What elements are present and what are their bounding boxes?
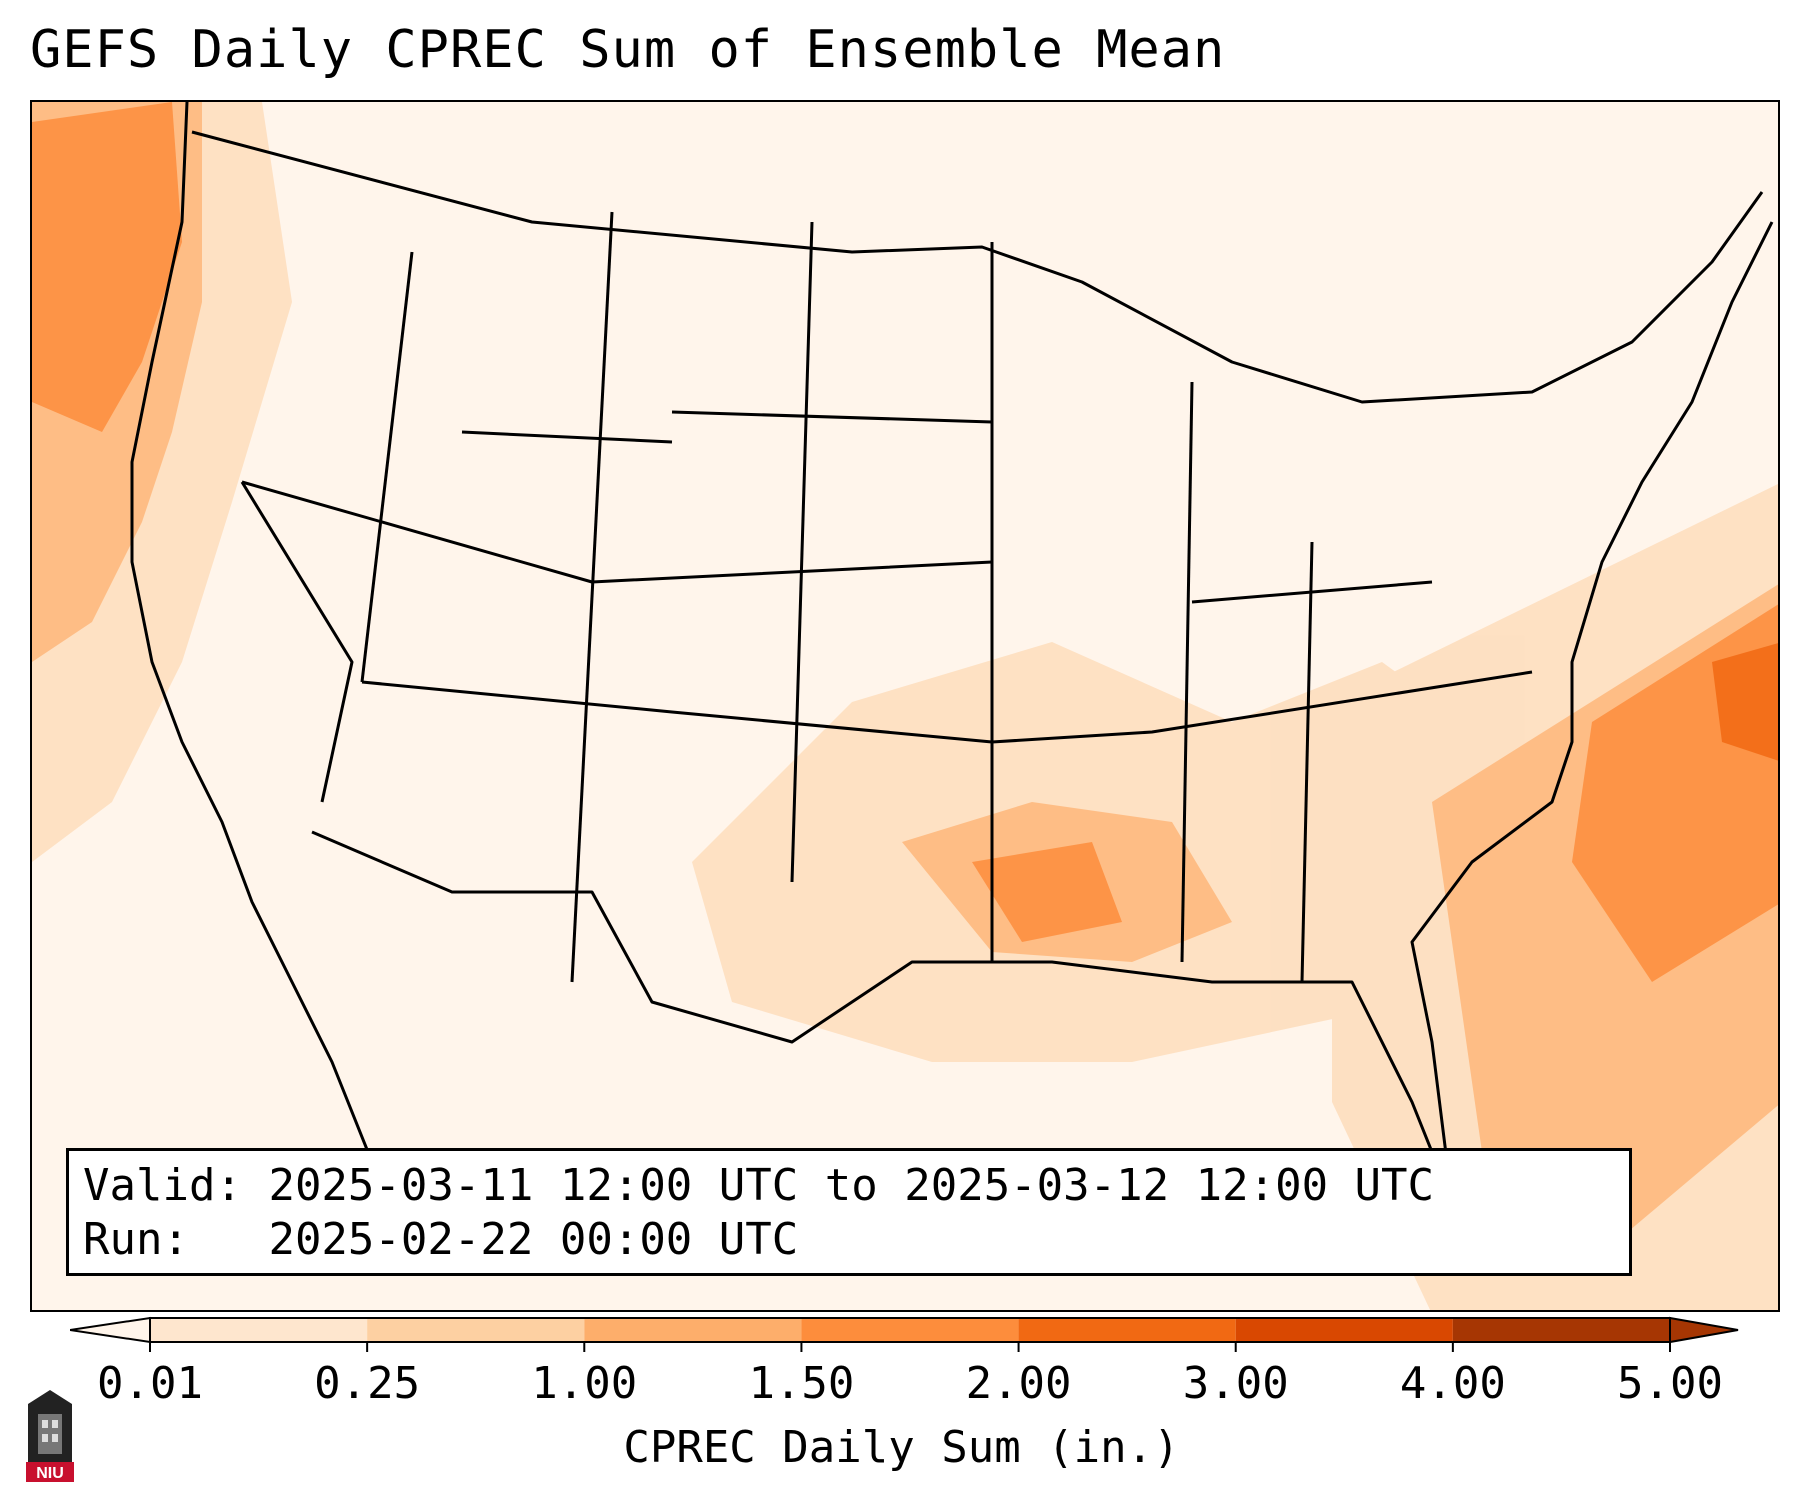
boundary-lines — [130, 102, 1774, 1243]
validity-info-box: Valid: 2025-03-11 12:00 UTC to 2025-03-1… — [66, 1148, 1632, 1276]
colorbar-tick-label: 4.00 — [1399, 1358, 1506, 1409]
valid-label: Valid: — [83, 1160, 242, 1211]
colorbar-extend-max — [1669, 1316, 1739, 1344]
colorbar-label: CPREC Daily Sum (in.) — [623, 1422, 1180, 1473]
colorbar-outline — [149, 1317, 1671, 1343]
colorbar-tick-label: 0.25 — [314, 1358, 421, 1409]
colorbar-tick-label: 1.00 — [531, 1358, 638, 1409]
colorbar-segment — [1235, 1318, 1453, 1342]
run-row: Run: 2025-02-22 00:00 UTC — [83, 1213, 1615, 1267]
map-title: GEFS Daily CPREC Sum of Ensemble Mean — [30, 20, 1226, 80]
colorbar-segment — [1452, 1318, 1670, 1342]
precip-shading-peak — [1712, 643, 1778, 761]
valid-text: 2025-03-11 12:00 UTC to 2025-03-12 12:00… — [268, 1160, 1435, 1211]
map-canvas — [32, 102, 1778, 1310]
colorbar-tick-label: 1.50 — [748, 1358, 855, 1409]
colorbar-segment — [150, 1318, 368, 1342]
colorbar-extend-min — [70, 1316, 151, 1344]
colorbar-tick-label: 5.00 — [1617, 1358, 1723, 1409]
run-label: Run: — [83, 1214, 189, 1265]
run-text: 2025-02-22 00:00 UTC — [268, 1214, 799, 1265]
colorbar-tick-label: 3.00 — [1182, 1358, 1289, 1409]
svg-text:NIU: NIU — [36, 1465, 64, 1482]
niu-logo: NIU — [26, 1390, 74, 1482]
colorbar-tick-label: 2.00 — [965, 1358, 1072, 1409]
colorbar — [70, 1316, 1739, 1352]
colorbar-segment — [801, 1318, 1019, 1342]
valid-row: Valid: 2025-03-11 12:00 UTC to 2025-03-1… — [83, 1159, 1615, 1213]
precip-map — [30, 100, 1780, 1312]
colorbar-segment — [584, 1318, 802, 1342]
colorbar-segment — [1018, 1318, 1236, 1342]
colorbar-segment — [367, 1318, 585, 1342]
colorbar-tick-label: 0.01 — [97, 1358, 203, 1409]
